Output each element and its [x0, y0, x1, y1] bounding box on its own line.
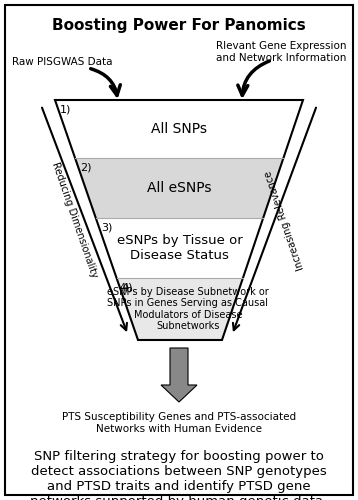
Text: 3): 3)	[101, 222, 112, 232]
Polygon shape	[117, 278, 243, 340]
Text: SNP filtering strategy for boosting power to
detect associations between SNP gen: SNP filtering strategy for boosting powe…	[30, 450, 328, 500]
Text: Increasing Relevance: Increasing Relevance	[263, 169, 306, 271]
Text: 4): 4)	[120, 282, 130, 292]
Text: 4): 4)	[122, 282, 133, 292]
Text: All SNPs: All SNPs	[151, 122, 207, 136]
Text: Rlevant Gene Expression
and Network Information: Rlevant Gene Expression and Network Info…	[216, 41, 346, 63]
Text: PTS Susceptibility Genes and PTS-associated
Networks with Human Evidence: PTS Susceptibility Genes and PTS-associa…	[62, 412, 296, 434]
Text: All eSNPs: All eSNPs	[147, 181, 212, 195]
Text: 2): 2)	[80, 162, 92, 172]
Polygon shape	[75, 158, 284, 218]
Text: 1): 1)	[60, 104, 71, 114]
Polygon shape	[55, 100, 303, 158]
Text: Reducing Dimensionality: Reducing Dimensionality	[50, 161, 99, 279]
Text: Raw PISGWAS Data: Raw PISGWAS Data	[12, 57, 112, 67]
Text: eSNPs by Disease Subnetwork or
SNPs in Genes Serving as Causal
Modulators of Dis: eSNPs by Disease Subnetwork or SNPs in G…	[107, 286, 269, 332]
Text: eSNPs by Tissue or
Disease Status: eSNPs by Tissue or Disease Status	[117, 234, 242, 262]
Text: Boosting Power For Panomics: Boosting Power For Panomics	[52, 18, 306, 33]
Polygon shape	[161, 348, 197, 402]
Polygon shape	[96, 218, 263, 278]
